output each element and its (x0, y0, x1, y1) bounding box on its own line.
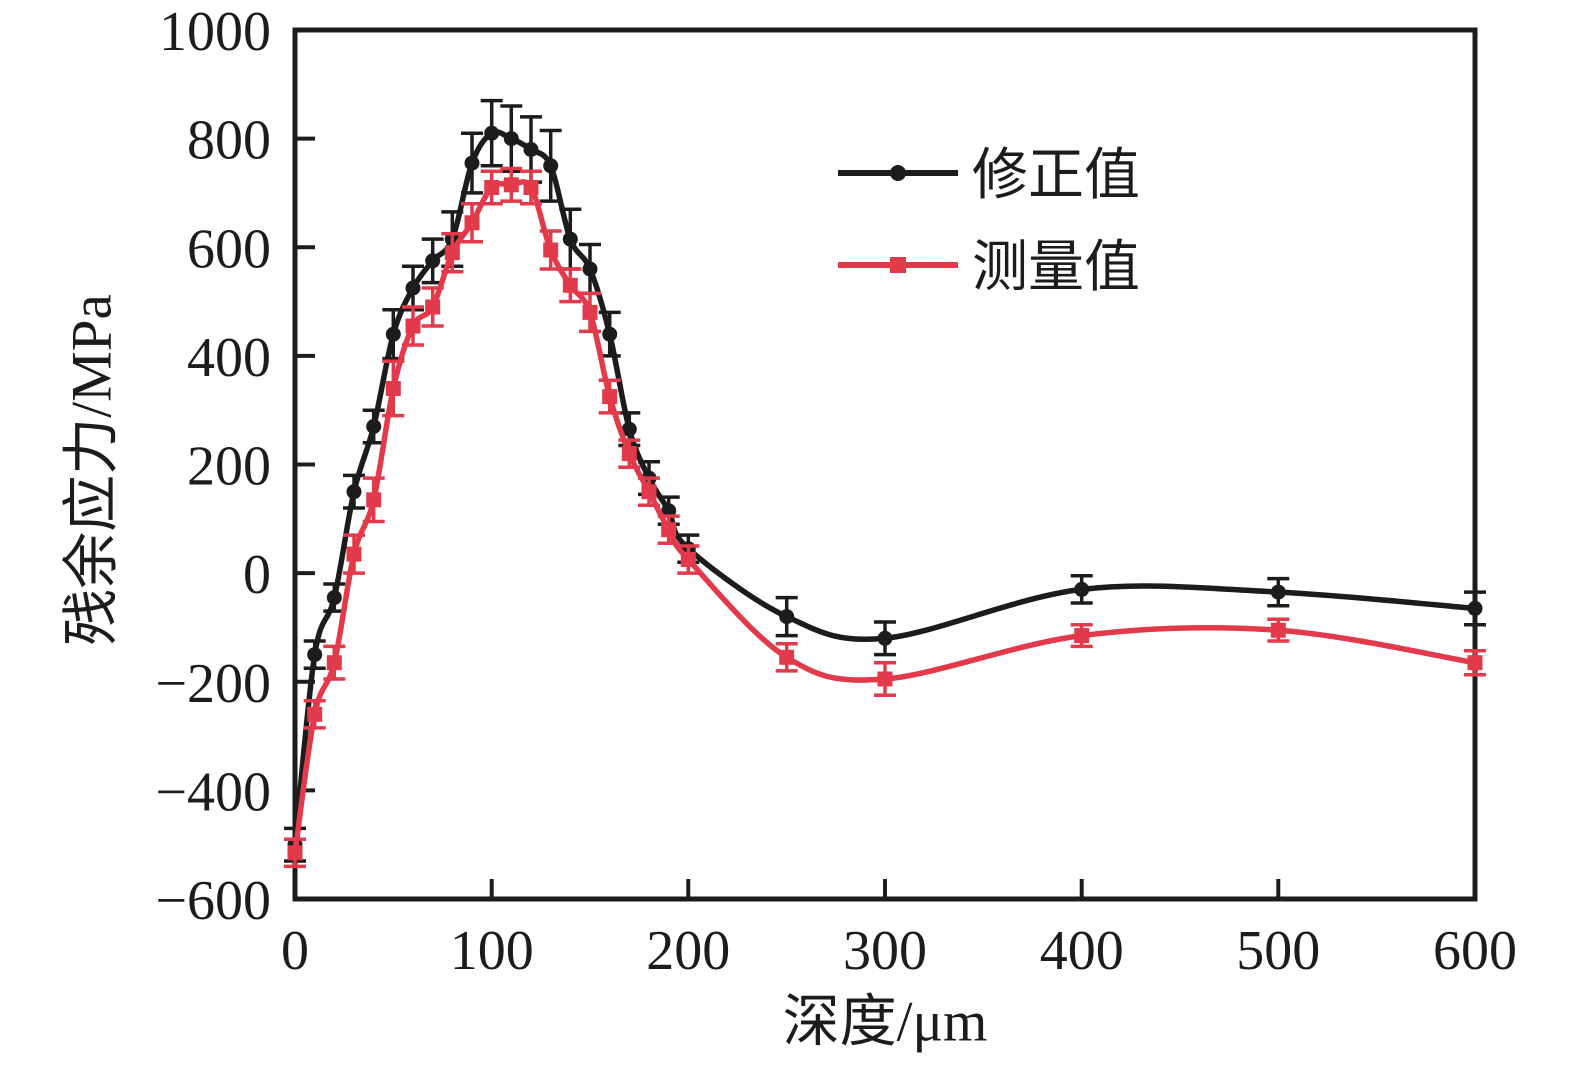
data-point-circle (1074, 581, 1090, 597)
x-tick-label: 600 (1433, 920, 1517, 982)
data-point-circle (877, 630, 893, 646)
x-tick-label: 400 (1040, 920, 1124, 982)
data-point-square (621, 446, 637, 462)
data-point-circle (385, 326, 401, 342)
legend-square-marker-icon (890, 257, 906, 273)
legend-label-corrected: 修正值 (972, 145, 1140, 207)
legend-item-measured: 测量值 (838, 237, 1140, 299)
data-point-square (523, 180, 539, 195)
y-tick-label: 400 (187, 327, 271, 389)
data-point-circle (1270, 584, 1286, 600)
x-axis-title: 深度/μm (783, 991, 988, 1054)
data-point-square (287, 845, 303, 861)
data-point-circle (602, 326, 618, 342)
data-point-square (385, 381, 401, 396)
data-point-square (1074, 628, 1090, 644)
data-point-square (326, 655, 342, 671)
legend: 修正值 测量值 (838, 145, 1140, 299)
data-point-circle (543, 158, 559, 174)
data-point-circle (1467, 600, 1483, 616)
data-point-circle (464, 155, 480, 171)
data-point-circle (307, 647, 323, 663)
y-tick-label: 800 (187, 110, 271, 172)
y-tick-label: −200 (155, 653, 271, 715)
data-point-circle (621, 421, 637, 437)
data-point-square (1467, 655, 1483, 671)
series-measured (284, 166, 1486, 869)
data-point-circle (346, 484, 362, 500)
data-point-square (464, 215, 480, 231)
data-point-square (425, 299, 441, 315)
y-tick-label: 1000 (159, 1, 271, 63)
y-tick-label: 600 (187, 218, 271, 280)
y-tick-label: −600 (155, 870, 271, 932)
x-tick-label: 100 (450, 920, 534, 982)
y-tick-label: −400 (155, 761, 271, 823)
legend-label-measured: 测量值 (972, 237, 1140, 299)
data-point-square (543, 242, 559, 258)
data-point-square (346, 546, 362, 562)
legend-circle-marker-icon (890, 165, 906, 181)
data-point-square (1270, 622, 1286, 638)
data-point-square (405, 318, 421, 334)
x-tick-label: 300 (843, 920, 927, 982)
data-point-circle (503, 131, 519, 147)
data-point-circle (562, 231, 578, 247)
data-point-square (307, 706, 323, 722)
x-tick-label: 0 (281, 920, 309, 982)
data-point-square (484, 180, 500, 195)
data-point-circle (779, 609, 795, 625)
x-tick-label: 200 (646, 920, 730, 982)
y-axis-title: 残余应力/MPa (61, 294, 124, 646)
axis-ticks: 0 100 200 300 400 500 600 −600 −400 −200 0 200 400 60… (155, 1, 1517, 982)
data-point-circle (484, 125, 500, 141)
data-point-square (661, 522, 677, 538)
data-point-square (366, 492, 382, 508)
data-point-circle (523, 142, 539, 157)
data-point-square (503, 177, 519, 193)
data-point-square (444, 245, 460, 261)
data-series (284, 98, 1486, 869)
data-point-square (602, 389, 618, 405)
data-point-square (877, 671, 893, 687)
y-tick-label: 200 (187, 436, 271, 498)
series-corrected (284, 98, 1486, 863)
data-point-circle (366, 419, 382, 434)
series-line (292, 179, 1478, 856)
data-point-square (779, 649, 795, 665)
data-point-square (680, 552, 696, 567)
data-point-circle (326, 590, 342, 606)
data-point-square (641, 484, 657, 500)
x-tick-label: 500 (1236, 920, 1320, 982)
data-point-circle (425, 253, 441, 269)
y-tick-label: 0 (243, 544, 271, 606)
data-point-circle (582, 261, 598, 277)
legend-item-corrected: 修正值 (838, 145, 1140, 207)
data-point-square (582, 304, 598, 320)
data-point-circle (405, 280, 421, 296)
data-point-square (562, 277, 578, 293)
